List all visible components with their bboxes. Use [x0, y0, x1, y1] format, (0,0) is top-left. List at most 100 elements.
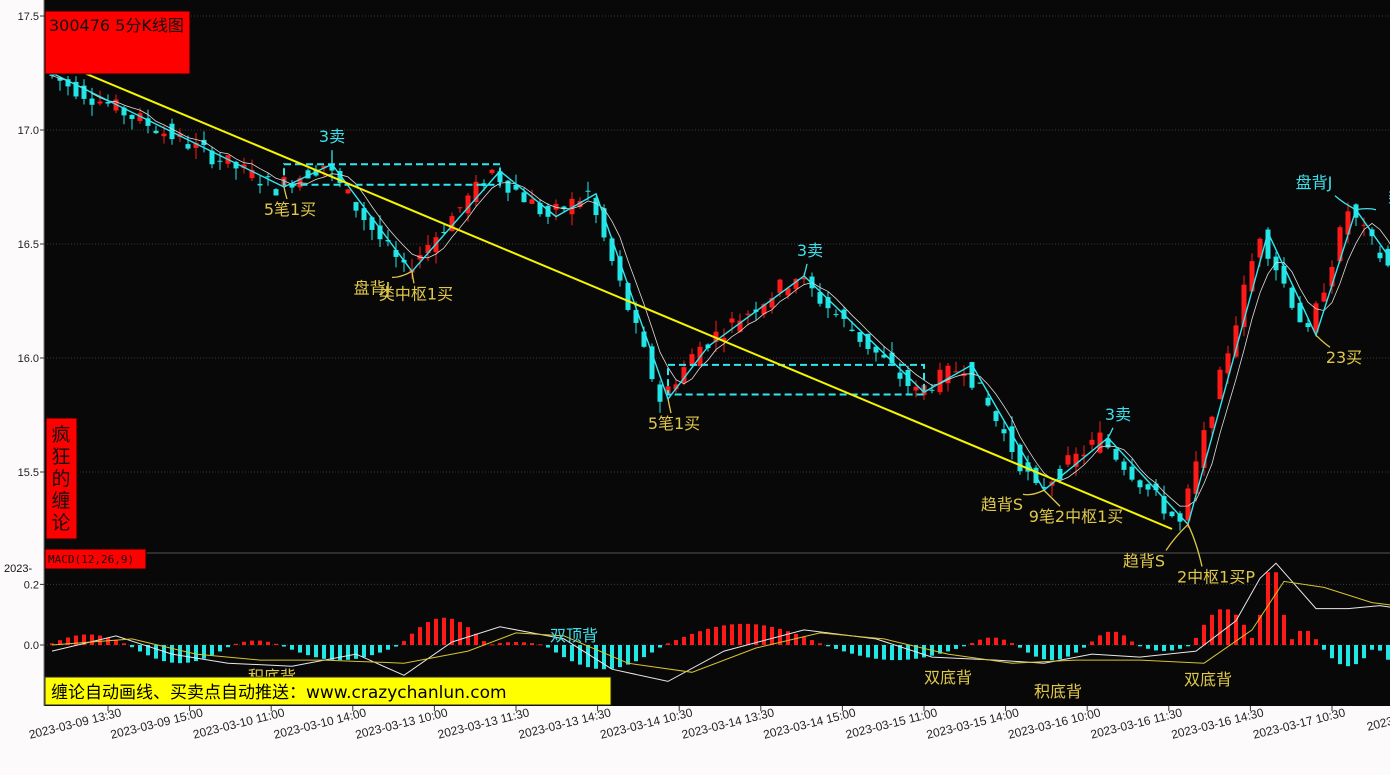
macd-histogram-bar	[1090, 641, 1094, 645]
signal-label: 盘背J	[1296, 173, 1333, 192]
macd-histogram-bar	[826, 645, 830, 647]
candle-body	[265, 176, 271, 178]
candle-body	[1089, 439, 1095, 445]
candle-body	[545, 205, 551, 217]
candle-body	[665, 386, 671, 394]
downtrend-line	[67, 65, 1173, 530]
macd-histogram-bar	[650, 645, 654, 653]
candle-body	[377, 225, 383, 240]
macd-histogram-bar	[834, 645, 838, 649]
macd-histogram-bar	[202, 645, 206, 659]
candle-body	[817, 292, 823, 304]
signal-arrow	[1187, 524, 1203, 567]
macd-histogram-bar	[394, 645, 398, 647]
candle-body	[209, 150, 215, 165]
macd-histogram-bar	[1002, 639, 1006, 645]
macd-histogram-bar	[594, 645, 598, 669]
macd-histogram-bar	[362, 645, 366, 658]
macd-histogram-bar	[306, 645, 310, 656]
macd-histogram-bar	[1074, 645, 1078, 653]
candle-body	[929, 389, 935, 391]
macd-histogram-bar	[938, 645, 942, 654]
candle-body	[257, 183, 263, 186]
macd-histogram-bar	[442, 617, 446, 645]
time-tick-label: 2023-03-16 11:30	[1089, 705, 1184, 741]
candle-body	[1137, 480, 1143, 488]
macd-histogram-bar	[770, 626, 774, 645]
candle-body	[425, 245, 431, 254]
macd-histogram-bar	[1354, 645, 1358, 665]
candle-body	[481, 183, 487, 187]
candle-body	[881, 354, 887, 358]
macd-histogram-bar	[1282, 614, 1286, 645]
candle-body	[1113, 449, 1119, 460]
signal-arrow	[283, 186, 288, 200]
macd-histogram-bar	[282, 645, 286, 647]
candle-body	[1145, 484, 1151, 490]
candle-body	[345, 189, 351, 194]
pivot-zone-box	[667, 363, 925, 396]
macd-histogram-bar	[1154, 645, 1158, 651]
candle-body	[993, 411, 999, 422]
candle-body	[1305, 323, 1311, 328]
candle-body	[497, 171, 503, 183]
macd-histogram-bar	[250, 640, 254, 645]
macd-histogram-bar	[586, 645, 590, 668]
candle-body	[585, 190, 591, 192]
candle-body	[1345, 211, 1351, 235]
time-tick-label: 2023-03-16 10:00	[1007, 705, 1103, 742]
candle-body	[1257, 238, 1263, 258]
macd-histogram-bar	[154, 645, 158, 659]
signal-arrow	[1334, 195, 1357, 211]
candle-body	[793, 279, 799, 289]
macd-histogram-bar	[722, 625, 726, 645]
macd-histogram-bar	[778, 628, 782, 645]
candle-body	[1329, 266, 1335, 287]
macd-histogram-bar	[1274, 572, 1278, 645]
macd-histogram-bar	[1138, 645, 1142, 647]
macd-histogram-bar	[514, 641, 518, 645]
macd-histogram-bar	[738, 623, 742, 645]
macd-label-box: MACD(12,26,9)	[44, 548, 147, 570]
macd-histogram-bar	[1130, 641, 1134, 645]
candle-body	[337, 170, 343, 184]
time-tick-label: 2023-03-14 13:30	[680, 705, 776, 742]
macd-histogram-bar	[418, 627, 422, 645]
side-banner-char: 缠	[51, 490, 70, 512]
candle-body	[1185, 488, 1191, 521]
candle-body	[1177, 513, 1183, 522]
price-tick-label: 17.5	[18, 11, 39, 23]
macd-signal-label: 双底背	[1184, 670, 1232, 689]
macd-histogram-bar	[298, 645, 302, 653]
signal-label: 盘背J	[354, 278, 391, 297]
signal-arrow	[1043, 489, 1061, 507]
macd-histogram-bar	[538, 644, 542, 646]
macd-histogram-bar	[898, 645, 902, 661]
time-tick-label: 2023-03-15 14:00	[925, 705, 1021, 742]
plot-background	[44, 0, 1390, 706]
moving-average	[51, 75, 1390, 507]
candle-body	[721, 337, 727, 341]
candle-body	[161, 133, 167, 137]
macd-signal-label: 双底背	[924, 668, 972, 687]
candle-body	[865, 333, 871, 349]
macd-label: MACD(12,26,9)	[48, 553, 134, 566]
candle-body	[1057, 468, 1063, 480]
macd-histogram-bar	[66, 637, 70, 645]
macd-histogram-bar	[1314, 639, 1318, 645]
candle-body	[1025, 462, 1031, 472]
candle-body	[561, 206, 567, 210]
candle-body	[633, 310, 639, 323]
macd-histogram-bar	[1386, 645, 1390, 660]
signal-label: 3卖	[797, 241, 823, 260]
macd-histogram-bar	[74, 635, 78, 645]
candle-body	[449, 216, 455, 232]
signal-arrow	[667, 398, 672, 414]
macd-histogram-bar	[50, 643, 54, 645]
candle-body	[1273, 256, 1279, 271]
macd-histogram-bar	[410, 633, 414, 645]
macd-histogram-bar	[506, 642, 510, 645]
time-tick-label: 2023-03-13 10:00	[354, 705, 450, 742]
macd-histogram-bar	[122, 643, 126, 645]
